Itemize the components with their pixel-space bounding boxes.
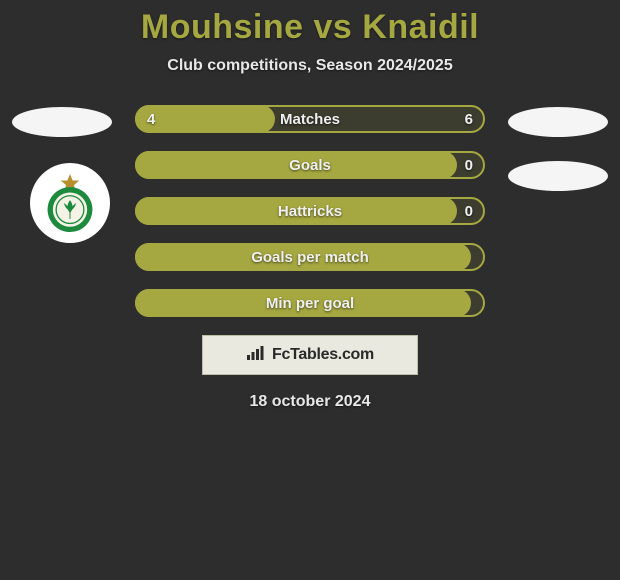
stat-row: 0Hattricks <box>135 197 485 225</box>
stat-label: Goals <box>135 151 485 179</box>
comparison-chart: 46Matches 0Goals 0Hattricks Goals per match… <box>0 105 620 317</box>
team-badge-icon <box>30 163 110 243</box>
bar-chart-icon <box>246 345 266 366</box>
watermark: FcTables.com <box>202 335 418 375</box>
stat-row: Min per goal <box>135 289 485 317</box>
stat-label: Matches <box>135 105 485 133</box>
watermark-text: FcTables.com <box>272 346 374 364</box>
date-label: 18 october 2024 <box>0 393 620 411</box>
stat-label: Min per goal <box>135 289 485 317</box>
club-placeholder-left-icon <box>12 107 112 137</box>
subtitle: Club competitions, Season 2024/2025 <box>0 57 620 75</box>
stat-label: Hattricks <box>135 197 485 225</box>
stat-row: 0Goals <box>135 151 485 179</box>
stat-label: Goals per match <box>135 243 485 271</box>
stat-row: 46Matches <box>135 105 485 133</box>
stat-row: Goals per match <box>135 243 485 271</box>
club-placeholder-right-bottom-icon <box>508 161 608 191</box>
page-title: Mouhsine vs Knaidil <box>0 0 620 47</box>
club-placeholder-right-top-icon <box>508 107 608 137</box>
